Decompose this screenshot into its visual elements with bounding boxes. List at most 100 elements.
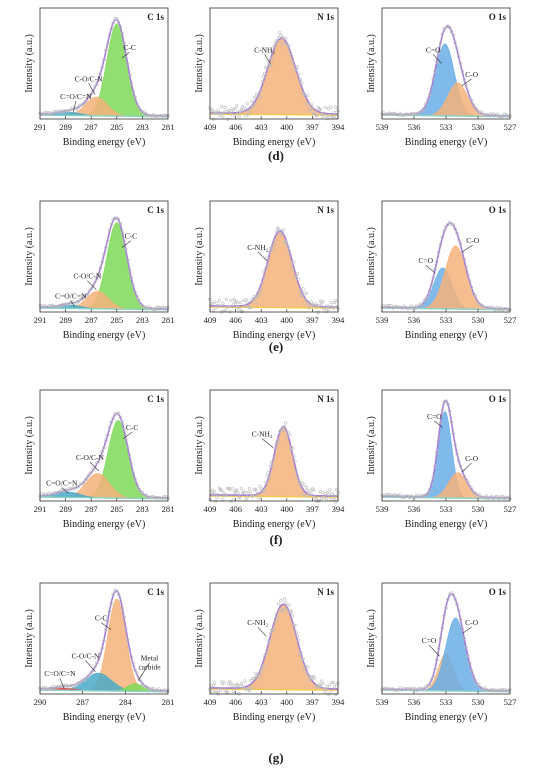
raw-data-point [313, 676, 317, 680]
raw-data-point [468, 661, 472, 665]
raw-data-point [328, 683, 332, 687]
raw-data-point [277, 35, 281, 40]
raw-data-point [266, 263, 270, 267]
annotation-label: C=O [426, 45, 441, 54]
x-tick-label: 281 [162, 122, 175, 132]
raw-data-point [409, 687, 413, 691]
raw-data-point [153, 114, 157, 119]
x-axis-label: Binding energy (eV) [63, 330, 146, 341]
raw-data-point [117, 592, 121, 597]
raw-data-point [431, 674, 435, 678]
raw-data-point [387, 687, 391, 691]
raw-data-point [482, 306, 487, 310]
raw-data-point [58, 684, 62, 688]
annotation-leader [425, 264, 436, 274]
raw-data-point [250, 99, 254, 104]
annotation-leader [121, 51, 130, 59]
x-tick-label: 530 [472, 122, 485, 132]
raw-data-point [96, 460, 101, 464]
raw-data-point [252, 676, 256, 680]
raw-data-point [291, 267, 295, 271]
raw-data-point [133, 290, 137, 294]
raw-data-point [45, 687, 49, 691]
raw-data-point [69, 683, 73, 687]
raw-data-point [384, 493, 388, 497]
raw-data-point [480, 495, 485, 499]
baseline-line [39, 307, 169, 311]
raw-data-point [466, 654, 470, 658]
raw-data-point [151, 307, 155, 312]
raw-data-point [426, 492, 430, 496]
raw-data-point [321, 114, 325, 119]
raw-data-point [111, 21, 115, 25]
raw-data-point [98, 266, 102, 270]
raw-data-point [128, 647, 132, 651]
raw-data-point [261, 664, 266, 668]
x-tick-label: 403 [255, 122, 268, 132]
panel-title: N 1s [317, 394, 334, 404]
raw-data-point [140, 490, 144, 494]
raw-data-point [93, 665, 97, 669]
raw-data-point [140, 304, 144, 308]
raw-data-point [243, 304, 247, 308]
panel-o-1s: C=O C-O O 1s 539 536 533 530 527 Binding energy … [366, 200, 516, 341]
raw-data-point [462, 257, 466, 262]
raw-data-point [135, 294, 139, 298]
raw-data-point [211, 683, 216, 688]
raw-data-point [73, 301, 77, 305]
raw-data-point [446, 402, 450, 406]
raw-data-point [384, 686, 388, 691]
raw-data-point [78, 103, 82, 107]
annotation-label: C-O [465, 454, 479, 463]
raw-data-point [431, 77, 435, 81]
raw-data-point [47, 491, 51, 495]
raw-data-point [87, 288, 91, 293]
raw-data-point [332, 497, 337, 502]
raw-data-point [493, 688, 497, 692]
x-tick-label: 533 [440, 315, 453, 325]
raw-data-point [220, 105, 224, 109]
raw-data-point [149, 495, 154, 499]
raw-data-point [322, 111, 326, 115]
raw-data-point [268, 631, 273, 635]
panel-title: N 1s [317, 12, 334, 22]
raw-data-point [106, 619, 110, 624]
x-axis-label: Binding energy (eV) [63, 712, 146, 723]
raw-data-point [462, 77, 466, 82]
raw-data-point [279, 599, 283, 603]
raw-data-point [389, 304, 393, 308]
raw-data-point [275, 439, 280, 443]
x-tick-label: 539 [376, 504, 389, 514]
raw-data-point [433, 267, 437, 271]
raw-data-point [84, 293, 88, 298]
raw-data-point [291, 59, 295, 64]
raw-data-point [457, 459, 461, 463]
raw-data-point [407, 687, 412, 691]
raw-data-point [85, 293, 90, 297]
y-axis-label: Intensity (a.u.) [24, 609, 35, 668]
raw-data-point [497, 308, 501, 312]
raw-data-point [243, 490, 247, 494]
raw-data-point [53, 110, 57, 114]
raw-data-point [138, 302, 143, 306]
x-tick-label: 530 [472, 315, 485, 325]
raw-data-point [418, 686, 423, 691]
raw-data-point [455, 603, 459, 607]
raw-data-point [58, 489, 62, 493]
annotation-leader [85, 660, 96, 672]
raw-data-point [104, 439, 108, 443]
panel-c-1s: C-C C-O/C-N C=O/C=N C 1s 291 289 287 285 283 281 B… [24, 389, 174, 530]
raw-data-point [389, 112, 393, 116]
panel-n-1s: C-NH₂ N 1s 409 406 403 400 397 394 Binding energ… [194, 582, 345, 723]
raw-data-point [486, 306, 490, 310]
raw-data-point [416, 495, 421, 499]
raw-data-point [440, 235, 444, 239]
raw-data-point [464, 265, 468, 269]
raw-data-point [126, 638, 130, 642]
row-label: (e) [269, 339, 283, 354]
panel-title: O 1s [489, 394, 507, 404]
x-tick-label: 397 [306, 122, 319, 132]
x-tick-label: 284 [119, 697, 133, 707]
raw-data-point [149, 687, 154, 691]
raw-data-point [396, 493, 401, 497]
